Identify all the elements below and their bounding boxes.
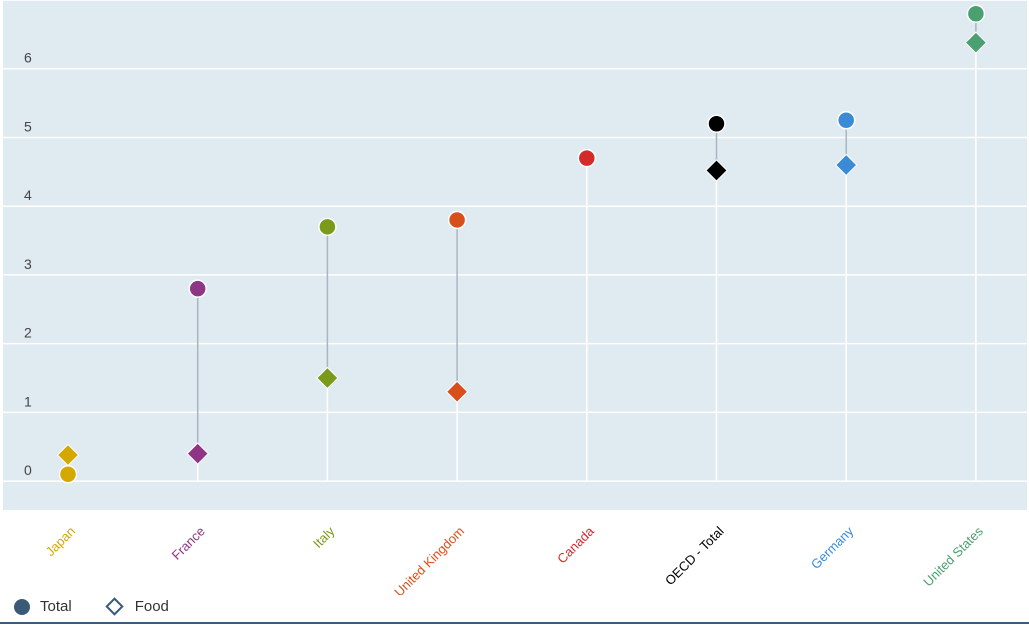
- x-category-label: OECD - Total: [662, 523, 727, 588]
- total-marker: [707, 114, 726, 133]
- food-marker: [445, 380, 469, 403]
- food-marker: [964, 31, 988, 54]
- x-category-label: Japan: [42, 524, 78, 560]
- bottom-rule: [0, 622, 1029, 624]
- y-axis-ticks: 0 1 2 3 4 5 6: [24, 50, 32, 478]
- legend-label-food: Food: [134, 598, 169, 615]
- total-marker: [447, 210, 467, 230]
- x-category-label: Italy: [310, 523, 338, 551]
- total-marker: [188, 279, 207, 298]
- total-marker: [836, 111, 856, 130]
- x-category-label: Canada: [554, 523, 597, 566]
- food-marker: [316, 366, 339, 390]
- x-category-label: Germany: [808, 523, 857, 572]
- x-category-label: United Kingdom: [391, 524, 467, 595]
- connector-lines: [67, 13, 977, 482]
- legend-label-total: Total: [40, 598, 72, 615]
- total-marker: [577, 148, 597, 168]
- total-marker: [58, 465, 78, 484]
- food-marker: [186, 442, 209, 465]
- chart-svg: 0 1 2 3 4 5 6 Japan France Italy United Kingdom Ca…: [3, 0, 1027, 595]
- y-tick-label: 1: [24, 393, 32, 409]
- y-tick-label: 0: [24, 462, 32, 478]
- x-category-label: United States: [920, 523, 986, 589]
- total-marker: [318, 217, 337, 237]
- legend-item-food[interactable]: Food: [104, 597, 169, 616]
- x-axis-labels: Japan France Italy United Kingdom Canada OECD…: [42, 523, 986, 595]
- diamond-marker-icon: [104, 597, 124, 616]
- y-tick-label: 5: [24, 118, 32, 134]
- legend: Total Food: [14, 597, 203, 616]
- y-tick-label: 4: [24, 187, 32, 203]
- x-category-label: France: [169, 524, 208, 563]
- circle-marker-icon: [14, 598, 30, 615]
- legend-item-total[interactable]: Total: [14, 598, 72, 615]
- plot-background: [3, 0, 1027, 510]
- y-tick-label: 6: [24, 50, 32, 66]
- food-marker: [834, 153, 858, 177]
- gridlines: [3, 0, 1027, 482]
- y-tick-label: 2: [24, 325, 32, 341]
- data-markers: [56, 4, 988, 484]
- total-marker: [966, 4, 986, 23]
- y-tick-label: 3: [24, 256, 32, 272]
- food-marker: [705, 159, 728, 182]
